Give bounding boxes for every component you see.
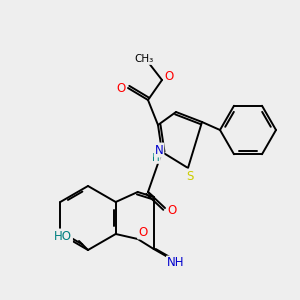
Text: N: N — [154, 143, 164, 157]
Text: O: O — [167, 203, 177, 217]
Text: H: H — [152, 153, 160, 163]
Text: S: S — [186, 169, 194, 182]
Text: O: O — [116, 82, 126, 94]
Text: NH: NH — [167, 256, 184, 269]
Text: O: O — [164, 70, 174, 83]
Text: HO: HO — [54, 230, 72, 242]
Text: O: O — [138, 226, 147, 238]
Text: CH₃: CH₃ — [134, 54, 154, 64]
